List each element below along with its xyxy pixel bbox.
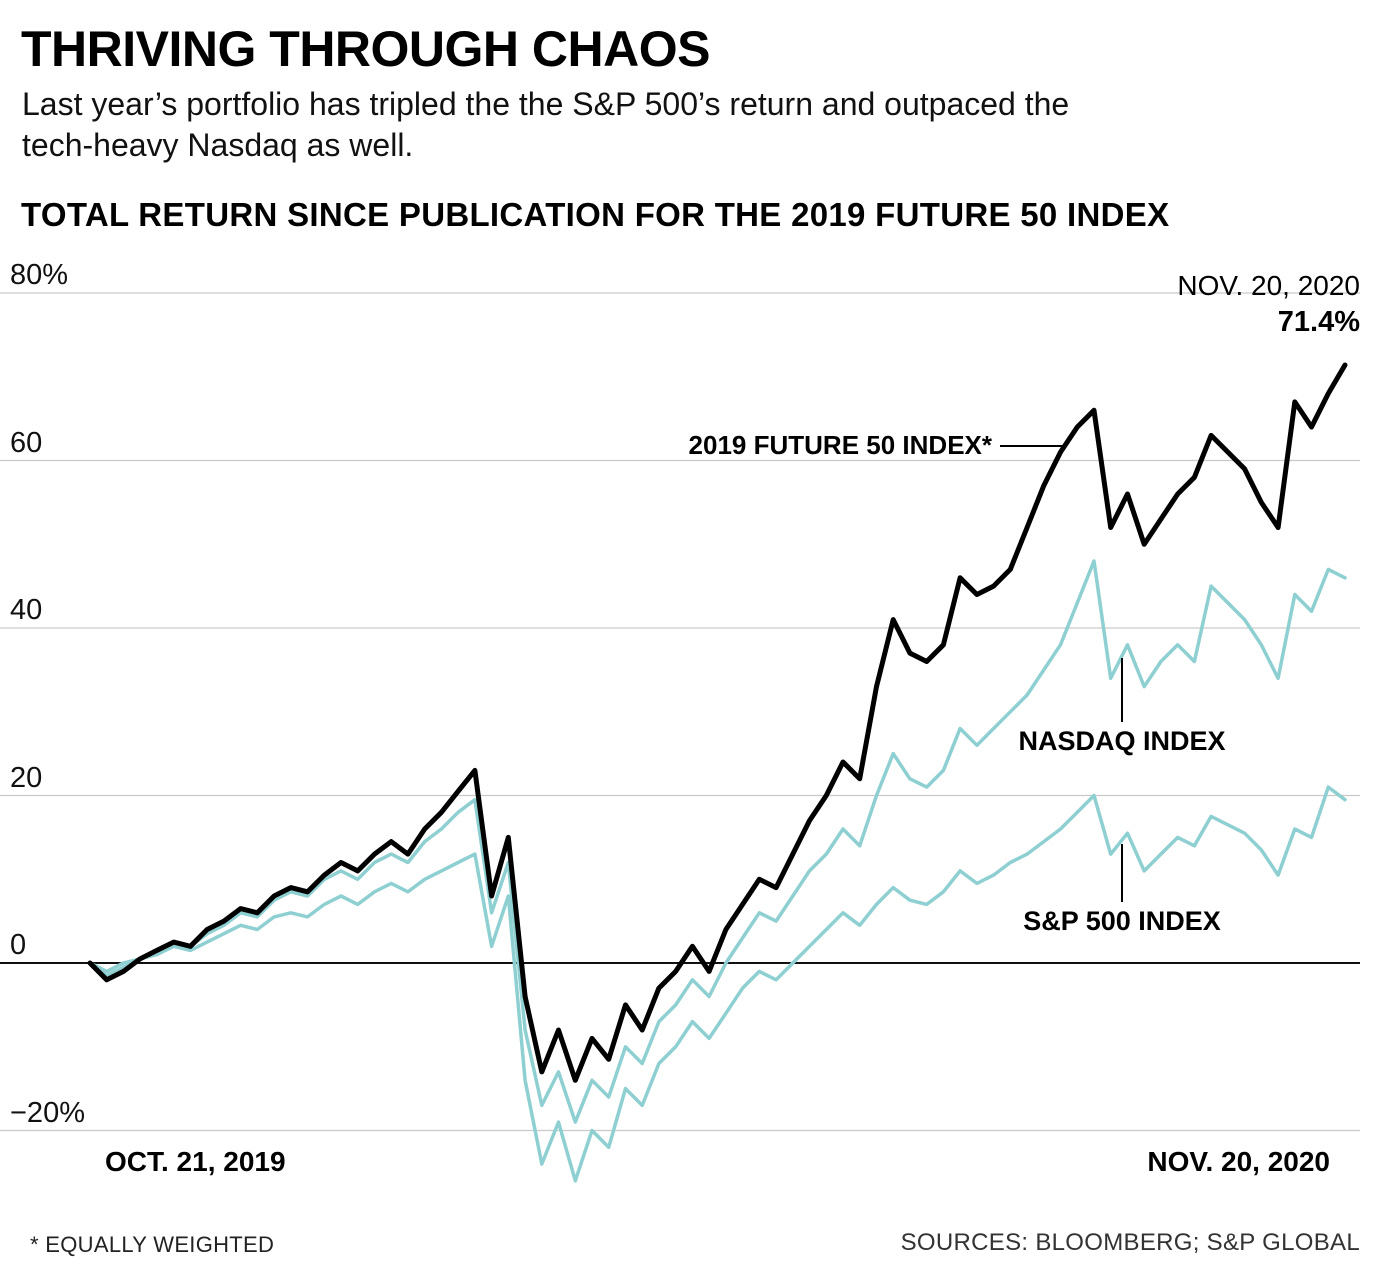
- future50-series-label: 2019 FUTURE 50 INDEX*: [688, 430, 992, 460]
- chart-heading: TOTAL RETURN SINCE PUBLICATION FOR THE 2…: [21, 196, 1170, 233]
- y-tick-label-20: 20: [10, 761, 43, 794]
- sp500-series-label: S&P 500 INDEX: [1023, 906, 1221, 936]
- y-tick-label-60: 60: [10, 426, 43, 459]
- nasdaq-series-label: NASDAQ INDEX: [1018, 726, 1226, 756]
- footnote: * EQUALLY WEIGHTED: [30, 1232, 275, 1257]
- y-tick-label-0: 0: [10, 929, 27, 961]
- x-axis-start-label: OCT. 21, 2019: [105, 1146, 286, 1177]
- series-line-future50: [87, 362, 1348, 1083]
- nasdaq-leader-line: [1121, 658, 1123, 722]
- returns-line-chart: [0, 292, 1360, 1183]
- page-title: THRIVING THROUGH CHAOS: [21, 21, 711, 77]
- y-tick-label--20: −20%: [10, 1096, 85, 1129]
- series-line-nasdaq: [88, 559, 1347, 1124]
- sp500-leader-line: [1121, 844, 1123, 902]
- y-tick-label-40: 40: [10, 594, 43, 626]
- subtitle-line-1: Last year’s portfolio has tripled the th…: [22, 86, 1070, 122]
- y-tick-label-80: 80%: [10, 259, 69, 291]
- x-axis-end-label: NOV. 20, 2020: [1147, 1146, 1330, 1177]
- future50-leader-line: [1000, 445, 1064, 447]
- end-date-annotation: NOV. 20, 2020: [1177, 270, 1360, 301]
- series-line-sp500: [88, 785, 1347, 1183]
- sources-credit: SOURCES: BLOOMBERG; S&P GLOBAL: [900, 1229, 1360, 1256]
- end-value-annotation: 71.4%: [1277, 306, 1360, 338]
- subtitle-line-2: tech-heavy Nasdaq as well.: [22, 127, 414, 163]
